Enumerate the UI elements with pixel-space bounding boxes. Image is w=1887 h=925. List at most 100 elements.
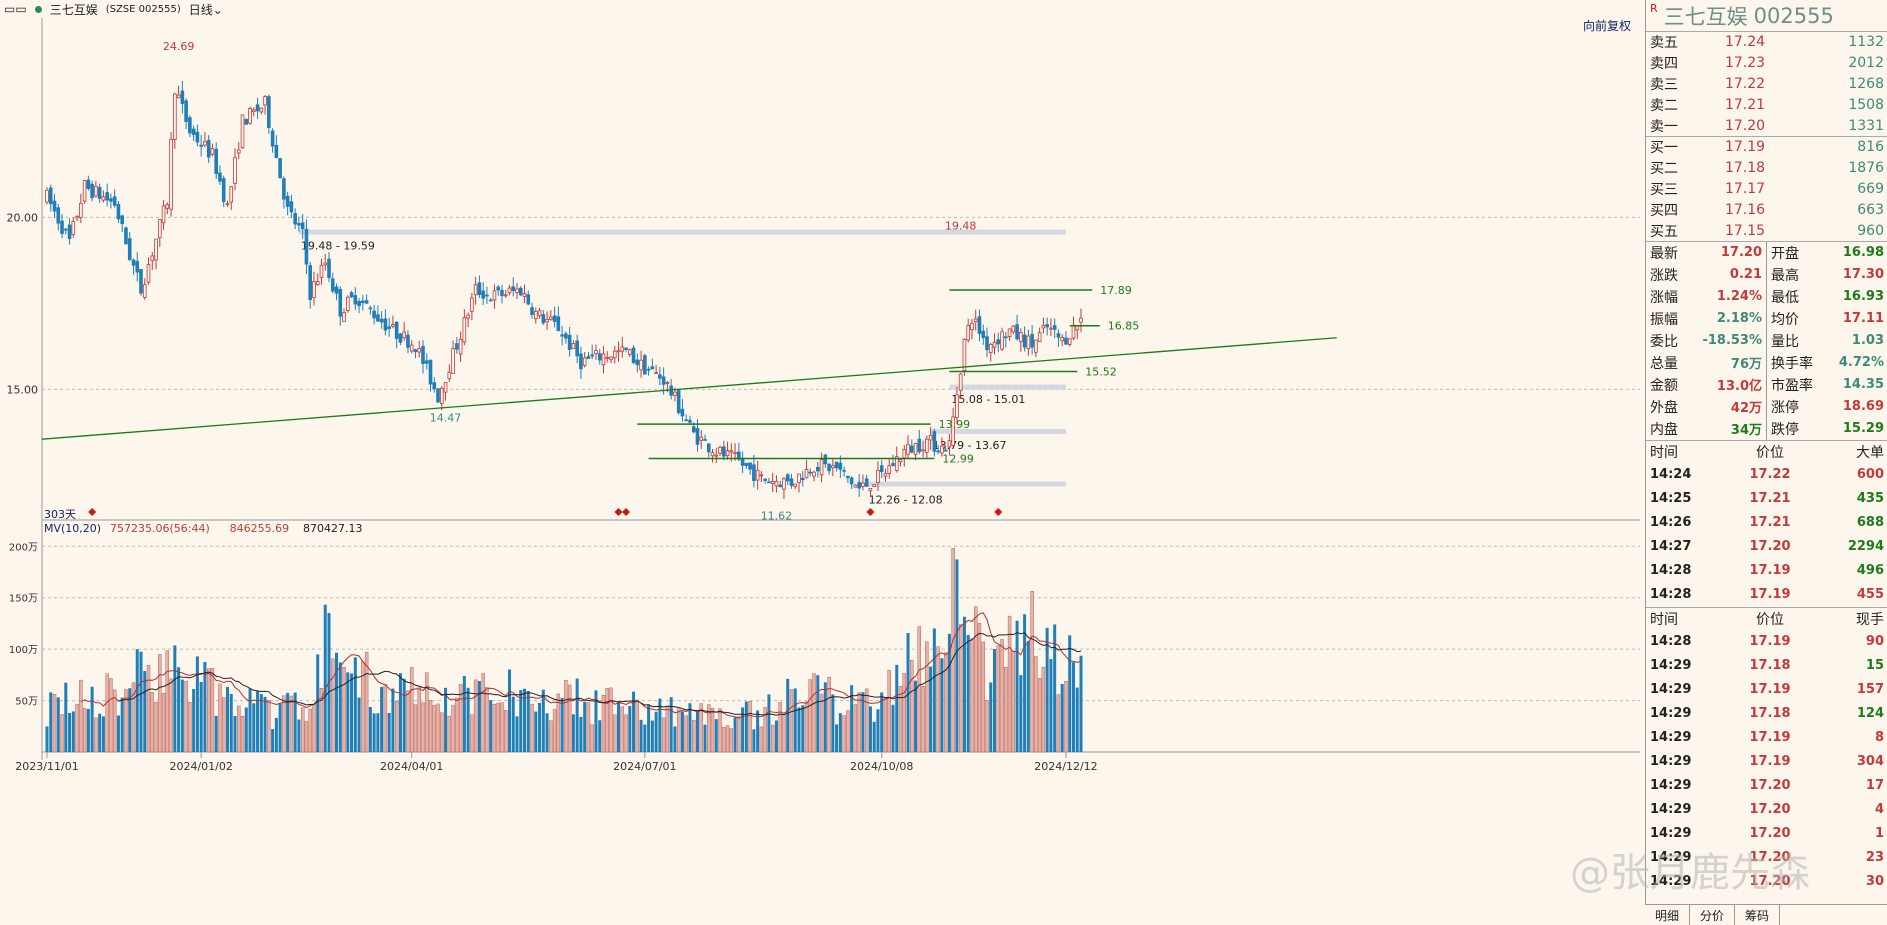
candle-body xyxy=(842,469,846,472)
order-price: 17.17 xyxy=(1724,180,1766,197)
candle-body xyxy=(319,264,324,278)
candle-body xyxy=(353,295,358,305)
volume-bar xyxy=(786,678,790,752)
stat-value: 13.0亿 xyxy=(1716,379,1762,395)
candle-body xyxy=(225,203,230,206)
volume-bar xyxy=(801,705,805,752)
candle-body xyxy=(492,290,497,301)
candle-body xyxy=(977,316,982,334)
volume-bar xyxy=(665,706,670,753)
stat-value: 14.35 xyxy=(1842,377,1884,393)
stat-label: 外盘 xyxy=(1650,399,1678,416)
trade-time: 14:29 xyxy=(1650,658,1692,674)
candle-body xyxy=(203,141,207,146)
quote-stats: 最新 17.20 开盘 16.98 涨跌 0.21 最高 17.30 涨幅 1.24% 最低 16.9… xyxy=(1646,241,1887,440)
order-price: 17.15 xyxy=(1724,222,1766,239)
ticks-list[interactable]: 14:28 17.19 90 14:29 17.18 15 14:29 17.19 157 14:… xyxy=(1646,630,1887,894)
trade-qty: 30 xyxy=(1865,874,1884,890)
order-level: 卖三 xyxy=(1650,76,1678,93)
order-book-row: 买一 17.19 816 xyxy=(1646,135,1887,158)
trade-time: 14:26 xyxy=(1650,515,1692,531)
volume-bar xyxy=(763,707,767,753)
volume-bar xyxy=(146,665,151,753)
x-tick-label: 2024/12/12 xyxy=(1034,760,1097,773)
volume-bar xyxy=(64,682,68,752)
candle-body xyxy=(496,286,500,291)
volume-bar xyxy=(1026,641,1030,752)
volume-bar xyxy=(827,676,831,753)
stat-value: 1.24% xyxy=(1716,289,1762,305)
candle-body xyxy=(706,443,711,453)
volume-bar xyxy=(564,679,568,753)
volume-bar xyxy=(428,700,433,753)
volume-ma10-line xyxy=(80,612,1082,719)
candle-body xyxy=(466,314,470,319)
candle-body xyxy=(582,357,587,366)
volume-bar xyxy=(993,649,997,752)
volume-bar xyxy=(620,706,624,753)
volume-bar xyxy=(857,692,861,753)
candles xyxy=(45,80,1083,500)
volume-bar xyxy=(880,692,884,752)
volume-bar xyxy=(410,667,414,753)
candle-body xyxy=(184,100,188,122)
stat-label: 涨幅 xyxy=(1650,289,1678,306)
volume-bar xyxy=(733,717,737,752)
candle-body xyxy=(503,294,508,297)
period-label: 303天 xyxy=(44,508,76,521)
volume-bar xyxy=(676,708,681,753)
candle-body xyxy=(876,469,880,483)
candle-body xyxy=(259,107,264,113)
trade-qty: 4 xyxy=(1874,802,1884,818)
order-level: 买四 xyxy=(1650,202,1678,219)
volume-bar xyxy=(853,704,858,753)
volume-bar xyxy=(82,708,87,753)
volume-bar xyxy=(237,705,241,753)
tab-分价[interactable]: 分价 xyxy=(1690,905,1736,925)
candle-body xyxy=(387,326,391,330)
candle-body xyxy=(64,228,68,231)
tab-明细[interactable]: 明细 xyxy=(1645,905,1691,925)
volume-bar xyxy=(970,638,974,753)
adjust-mode-button[interactable]: 向前复权 xyxy=(1583,19,1632,33)
volume-bar xyxy=(376,713,380,752)
tab-筹码[interactable]: 筹码 xyxy=(1735,905,1781,925)
stat-value: -18.53% xyxy=(1702,333,1762,349)
candle-body xyxy=(631,347,636,364)
candle-body xyxy=(534,311,538,320)
candle-body xyxy=(188,117,192,134)
period-select[interactable]: 日线⌄ xyxy=(188,2,223,17)
volume-bar xyxy=(955,559,959,752)
trade-price: 17.20 xyxy=(1749,850,1791,866)
volume-bar xyxy=(203,662,207,752)
order-book-row: 买三 17.17 669 xyxy=(1646,179,1887,200)
volume-bar xyxy=(120,697,124,752)
volume-bar xyxy=(748,701,752,753)
volume-bar xyxy=(248,688,252,752)
volume-bar xyxy=(180,679,184,752)
candle-body xyxy=(195,131,200,143)
volume-bar xyxy=(316,654,320,752)
trade-qty: 15 xyxy=(1865,658,1884,674)
candle-body xyxy=(297,222,301,226)
stat-label: 委比 xyxy=(1650,333,1678,350)
big-trades-list[interactable]: 14:24 17.22 600 14:25 17.21 435 14:26 17.21 688 1… xyxy=(1646,463,1887,607)
candle-body xyxy=(714,454,719,457)
volume-bar xyxy=(643,724,647,752)
candle-body xyxy=(391,324,395,327)
menu-icon[interactable]: ▭▭ xyxy=(4,2,27,16)
candle-body xyxy=(105,192,109,201)
trade-qty: 435 xyxy=(1856,491,1884,507)
annotation-labels: 24.69 14.47 11.62 19.48 xyxy=(88,40,1003,523)
tick-row: 14:29 17.19 304 xyxy=(1646,750,1887,774)
volume-bar xyxy=(707,704,711,753)
trade-qty: 455 xyxy=(1856,587,1884,603)
volume-bar xyxy=(323,604,327,752)
candle-body xyxy=(413,349,418,353)
x-tick-label: 2024/01/02 xyxy=(169,760,232,773)
column-header: 时间 xyxy=(1650,444,1678,461)
candle-body xyxy=(770,480,775,484)
trade-price: 17.19 xyxy=(1749,587,1791,603)
volume-bar xyxy=(364,651,369,753)
